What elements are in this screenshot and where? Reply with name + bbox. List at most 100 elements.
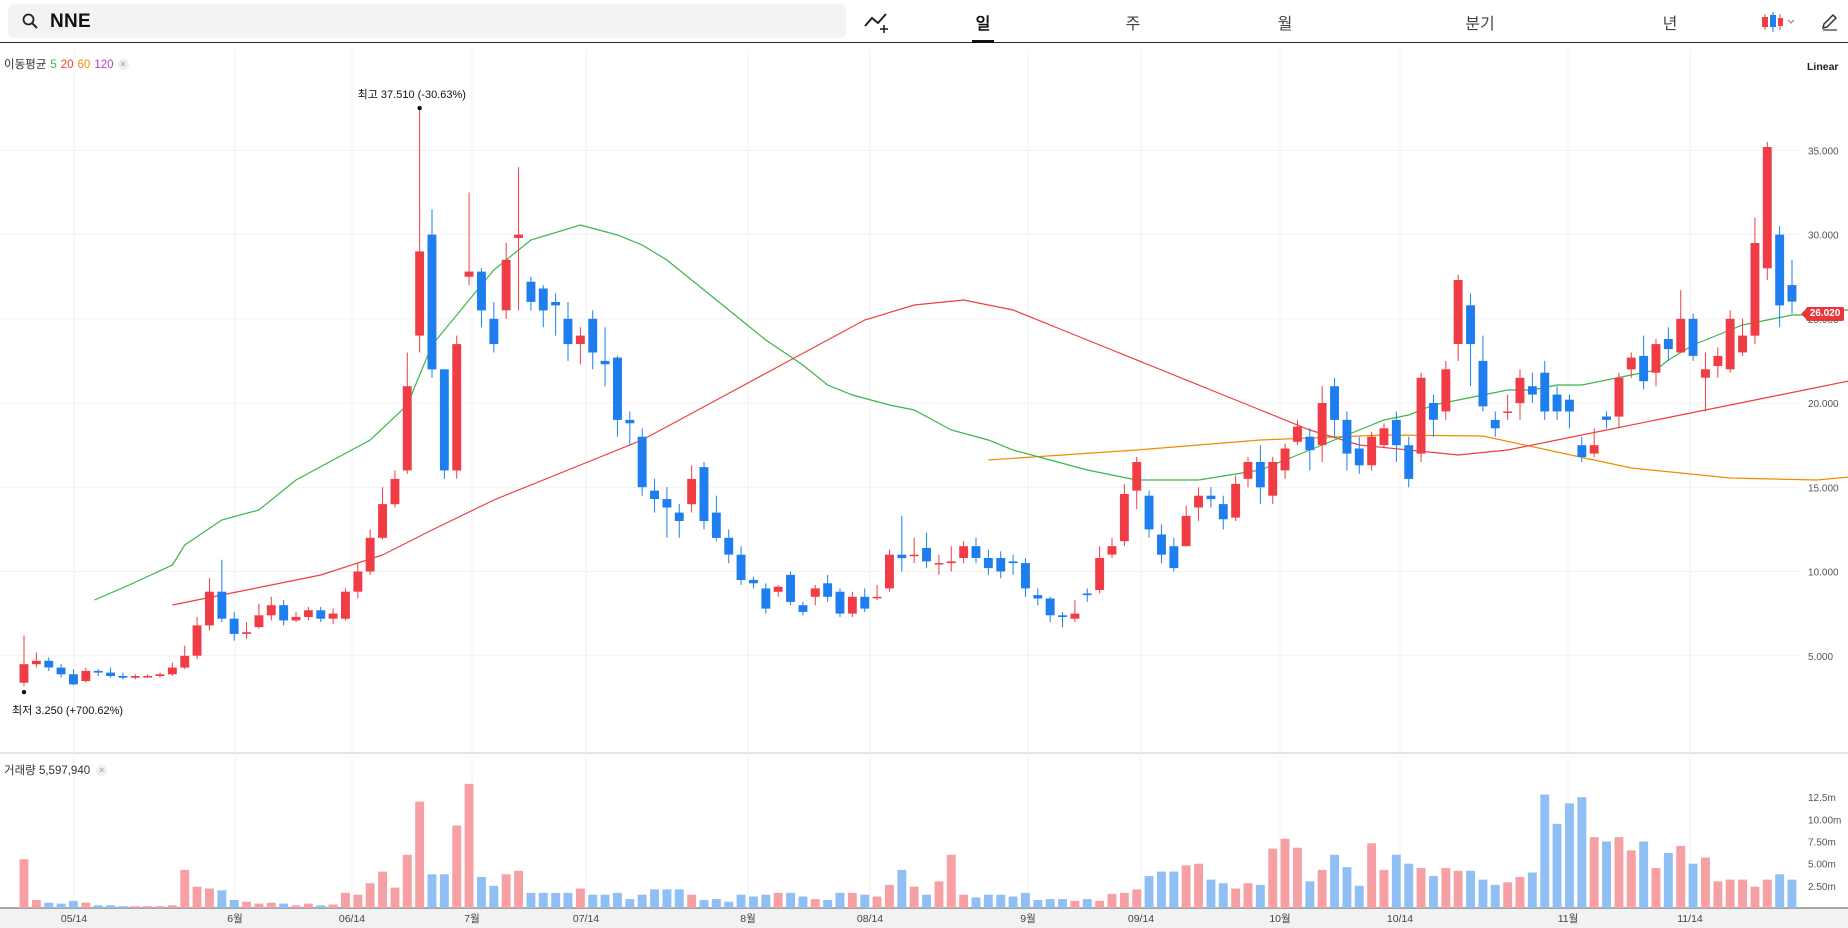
volume-bar xyxy=(328,904,338,908)
candle-body xyxy=(551,302,561,306)
volume-bar xyxy=(1577,797,1587,908)
y-tick-label: 35.000 xyxy=(1808,146,1839,157)
volume-bar xyxy=(674,889,684,908)
volume-bar xyxy=(1293,847,1302,908)
candle-body xyxy=(1268,462,1278,496)
volume-bar xyxy=(835,892,845,908)
candle-body xyxy=(106,672,115,676)
candle-body xyxy=(1762,147,1772,269)
candle-body xyxy=(1466,305,1475,345)
high-marker xyxy=(417,105,422,111)
volume-bar xyxy=(1194,863,1203,908)
candle-body xyxy=(31,660,41,665)
candle-body xyxy=(1404,445,1414,479)
candle-body xyxy=(1503,411,1513,413)
volume-bar xyxy=(1367,843,1377,908)
volume-bar xyxy=(477,877,486,908)
candle-body xyxy=(922,547,931,562)
candle-body xyxy=(489,318,499,345)
search-input[interactable]: NNE xyxy=(8,4,846,38)
volume-bar xyxy=(217,890,227,908)
candle-body xyxy=(1033,595,1043,599)
volume-bar xyxy=(699,900,709,908)
x-tick-label: 06/14 xyxy=(339,913,365,925)
tab-week[interactable]: 주 xyxy=(1125,16,1141,33)
volume-bar xyxy=(427,874,437,908)
volume-bar xyxy=(1095,900,1105,908)
volume-bar xyxy=(1330,854,1339,908)
volume-bar xyxy=(625,899,635,908)
volume-bar xyxy=(637,894,647,908)
volume-bar xyxy=(810,899,820,908)
tab-quarter[interactable]: 분기 xyxy=(1465,16,1495,33)
volume-legend: 거래량 5,597,940 × xyxy=(4,762,108,778)
candle-body xyxy=(291,617,301,621)
candlestick-icon[interactable] xyxy=(1760,11,1796,33)
ma5-line xyxy=(94,224,1848,601)
tab-year[interactable]: 년 xyxy=(1662,16,1678,33)
candle-body xyxy=(687,478,697,505)
y-tick-label: 10.000 xyxy=(1808,568,1839,579)
x-tick-label: 8월 xyxy=(740,913,756,925)
volume-bar xyxy=(118,906,128,908)
x-tick-label: 09/14 xyxy=(1128,913,1154,925)
tab-month[interactable]: 월 xyxy=(1277,16,1293,33)
candle-body xyxy=(983,558,993,569)
candle-body xyxy=(637,436,647,488)
volume-legend-close-icon[interactable]: × xyxy=(96,765,108,777)
candle-body xyxy=(749,579,758,584)
candle-body xyxy=(885,554,894,589)
volume-bar xyxy=(167,905,177,908)
volume-bar xyxy=(1565,803,1574,908)
candle-body xyxy=(897,554,907,559)
volume-bar xyxy=(1466,870,1475,908)
pencil-icon[interactable] xyxy=(1820,11,1840,31)
candle-body xyxy=(724,537,734,555)
volume-bar xyxy=(501,874,511,908)
x-tick-label: 07/14 xyxy=(573,913,599,925)
volume-bar xyxy=(341,892,350,908)
candle-body xyxy=(1589,445,1599,454)
x-tick-label: 11월 xyxy=(1558,913,1579,925)
candle-body xyxy=(699,467,709,521)
indicator-add-icon[interactable] xyxy=(862,8,892,34)
search-query[interactable]: NNE xyxy=(50,11,92,32)
tab-day[interactable]: 일 xyxy=(975,16,991,33)
y-tick-label: 15.000 xyxy=(1808,483,1839,494)
volume-bar xyxy=(1218,883,1228,908)
candle-body xyxy=(847,596,857,614)
candle-body xyxy=(538,288,548,311)
volume-bar xyxy=(749,896,758,908)
volume-bar xyxy=(452,825,462,908)
candle-body xyxy=(1218,504,1228,520)
volume-bar xyxy=(1503,882,1513,908)
volume-bar xyxy=(1058,899,1067,908)
candle-body xyxy=(526,281,536,302)
ma-legend-close-icon[interactable]: × xyxy=(117,59,129,71)
candle-body xyxy=(1651,344,1661,373)
volume-bar xyxy=(786,892,795,908)
volume-bar xyxy=(650,889,659,908)
volume-bar xyxy=(1663,853,1673,908)
candle-body xyxy=(130,676,140,678)
candle-body xyxy=(501,259,511,311)
candle-body xyxy=(279,605,289,621)
candle-body xyxy=(266,605,276,616)
volume-bar xyxy=(1651,868,1661,908)
candle-body xyxy=(1540,372,1550,412)
candle-body xyxy=(1725,318,1735,370)
volume-bar xyxy=(959,894,969,908)
scale-mode-button[interactable]: Linear xyxy=(1807,61,1839,73)
volume-bar xyxy=(526,892,536,908)
candle-body xyxy=(1416,377,1426,454)
candle-body xyxy=(477,271,486,311)
candle-body xyxy=(1058,615,1067,617)
volume-bar xyxy=(1379,869,1389,908)
volume-bar xyxy=(724,901,734,908)
candle-body xyxy=(1119,494,1129,542)
volume-bar xyxy=(1701,857,1710,908)
candle-body xyxy=(1082,593,1092,596)
candle-body xyxy=(390,478,400,505)
ma5-label: 5 xyxy=(50,59,57,71)
